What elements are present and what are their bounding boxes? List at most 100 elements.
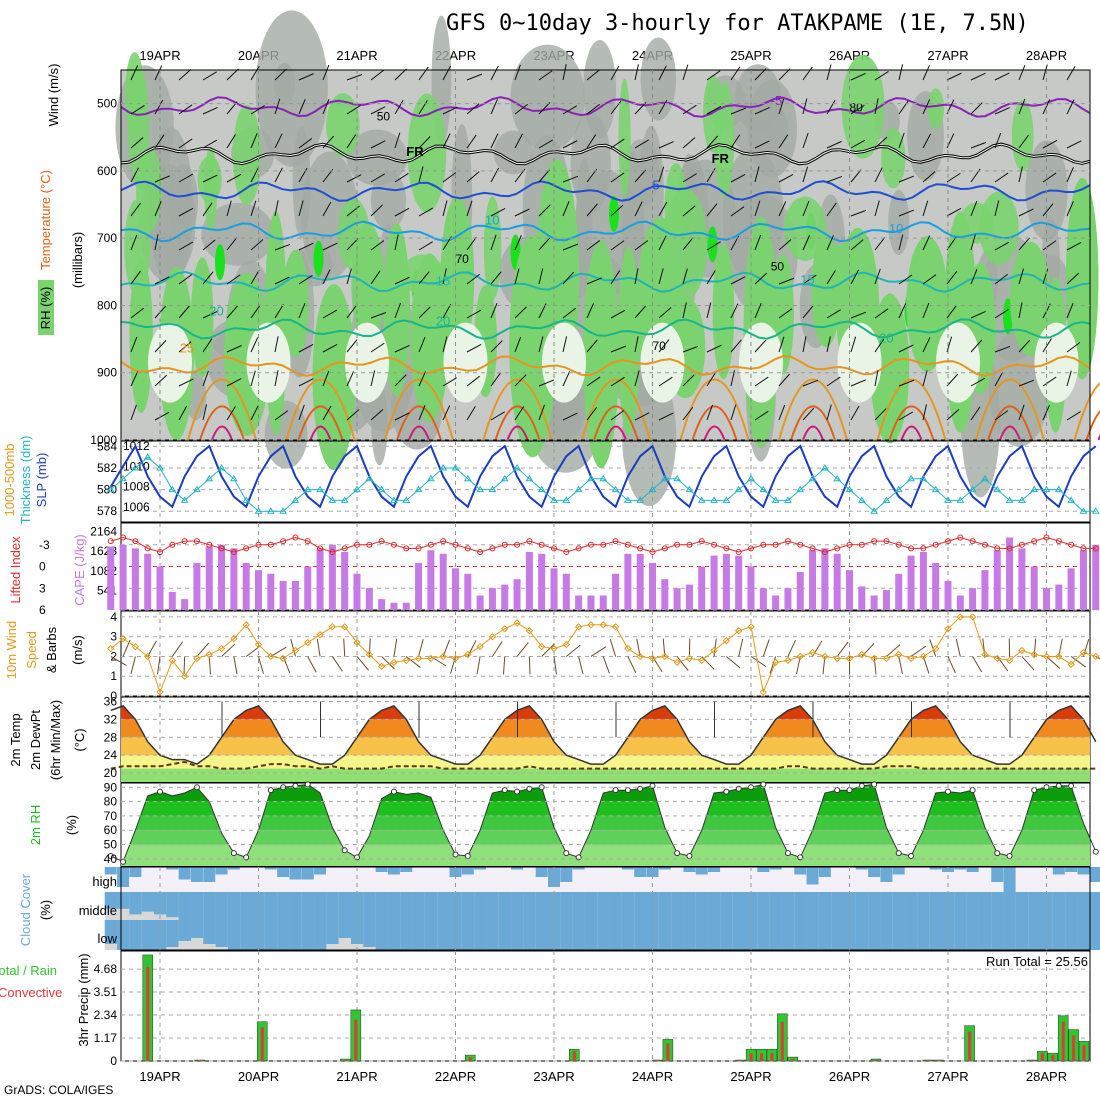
upper-wind-barb — [298, 302, 306, 319]
thickness-point — [476, 485, 485, 493]
cloud-low-bar — [855, 920, 869, 950]
precip-convective-bar — [343, 1060, 347, 1061]
wind10-barb — [381, 656, 395, 670]
upper-wind-barb — [1066, 140, 1082, 149]
cloud-low-bar — [314, 920, 327, 950]
upper-wind-barb — [754, 234, 762, 251]
cape-bar — [378, 599, 386, 610]
lifted-index-label: Lifted Index — [8, 536, 23, 604]
millibars-label: (millibars) — [70, 232, 85, 288]
cloud-high-bar — [215, 867, 228, 875]
precip-convective-bar — [468, 1057, 472, 1061]
cape-bar — [279, 581, 287, 610]
wind10-speed-point — [1030, 650, 1038, 659]
upper-wind-barb — [346, 74, 363, 81]
thickness-point — [1079, 507, 1088, 514]
temp2m-tick-label: 20 — [104, 766, 118, 780]
upper-wind-barb — [466, 343, 482, 353]
thickness-point — [242, 496, 251, 503]
wind10-barb — [922, 656, 930, 674]
precip-convective-bar — [354, 1019, 358, 1061]
wind10-barb — [726, 656, 741, 669]
upper-wind-barb — [874, 237, 886, 251]
upper-wind-barb — [1018, 64, 1026, 81]
upper-wind-barb — [346, 409, 360, 421]
rh-mid-area — [988, 329, 1050, 447]
cape-bar — [562, 573, 570, 610]
cloud-middle-bar — [461, 892, 475, 920]
cape-bar — [944, 581, 952, 610]
wind10-speed-point — [513, 619, 521, 627]
lifted-index-point — [784, 538, 791, 545]
slp-panel-frame — [120, 440, 1091, 523]
wind10-speed-point — [845, 654, 854, 663]
upper-tick-label: 700 — [97, 231, 117, 245]
upper-wind-barb — [1066, 272, 1080, 285]
cloud-middle-bar — [141, 892, 155, 912]
thickness-point — [168, 485, 177, 493]
cloud-middle-bar — [338, 892, 352, 920]
upper-wind-barb — [562, 271, 575, 285]
thickness-point — [944, 496, 952, 503]
upper-wind-barb — [994, 107, 1010, 115]
cape-bar — [685, 584, 693, 610]
thickness-point — [919, 474, 928, 482]
upper-wind-barb — [754, 166, 760, 183]
upper-wind-barb — [322, 370, 330, 387]
cloud-high-bar — [1077, 867, 1090, 875]
cloud-panel-frame — [120, 866, 1091, 951]
date-label-top: 27APR — [927, 48, 968, 63]
lifted-index-point — [686, 541, 693, 548]
lifted-index-point — [575, 545, 582, 552]
temp-dome-25 — [581, 378, 651, 441]
cape-bar — [858, 586, 866, 610]
cloud-middle-bar — [929, 892, 943, 920]
rh2m-point — [157, 788, 163, 795]
upper-wind-barb — [682, 64, 689, 81]
cloud-low-bar — [511, 920, 524, 950]
upper-wind-barb — [394, 99, 404, 115]
upper-wind-barb — [850, 169, 862, 183]
upper-wind-barb — [418, 207, 434, 217]
cloud-middle-bar — [621, 892, 635, 920]
cloud-low-bar — [769, 920, 783, 950]
upper-wind-barb — [322, 344, 338, 353]
cloud-low-bar — [301, 920, 315, 950]
upper-wind-barb — [778, 173, 794, 183]
rh2m-band — [121, 844, 1090, 866]
cloud-low-bar — [1089, 920, 1100, 950]
thickness-point — [316, 485, 324, 493]
upper-wind-barb — [562, 336, 568, 353]
upper-wind-barb — [418, 100, 428, 115]
wind10-speed-point — [944, 625, 952, 633]
wind10-barb — [183, 656, 186, 675]
rh2m-tick-label: 60 — [104, 823, 118, 837]
wind10-barb — [156, 656, 161, 675]
upper-wind-barb — [946, 236, 957, 251]
thickness-point — [833, 474, 842, 482]
cloud-middle-bar — [597, 892, 610, 920]
cloud-middle-bar — [1065, 892, 1078, 920]
upper-wind-barb — [730, 173, 746, 183]
lifted-index-point — [1055, 538, 1062, 545]
wind10-label-2: Speed — [24, 631, 39, 669]
cloud-middle-bar — [917, 892, 930, 920]
upper-wind-barb — [178, 173, 194, 183]
cape-bar — [464, 573, 472, 610]
upper-wind-barb — [418, 136, 431, 149]
cloud-high-bar — [621, 867, 634, 870]
cloud-low-bar — [609, 920, 623, 950]
upper-wind-barb — [802, 305, 814, 319]
upper-wind-barb — [1018, 302, 1023, 319]
cape-bar — [796, 571, 804, 610]
cloud-high-bar — [806, 867, 819, 885]
cloud-middle-bar — [412, 892, 426, 920]
thickness-point — [1054, 485, 1063, 493]
cloud-middle-bar — [560, 892, 573, 920]
cloud-high-bar — [572, 867, 585, 870]
temperature-label: Temperature (°C) — [38, 170, 53, 270]
temp2m-band — [121, 737, 1090, 756]
upper-wind-barb — [490, 99, 498, 115]
upper-wind-barb — [346, 371, 355, 387]
lifted-index-point — [711, 541, 718, 548]
